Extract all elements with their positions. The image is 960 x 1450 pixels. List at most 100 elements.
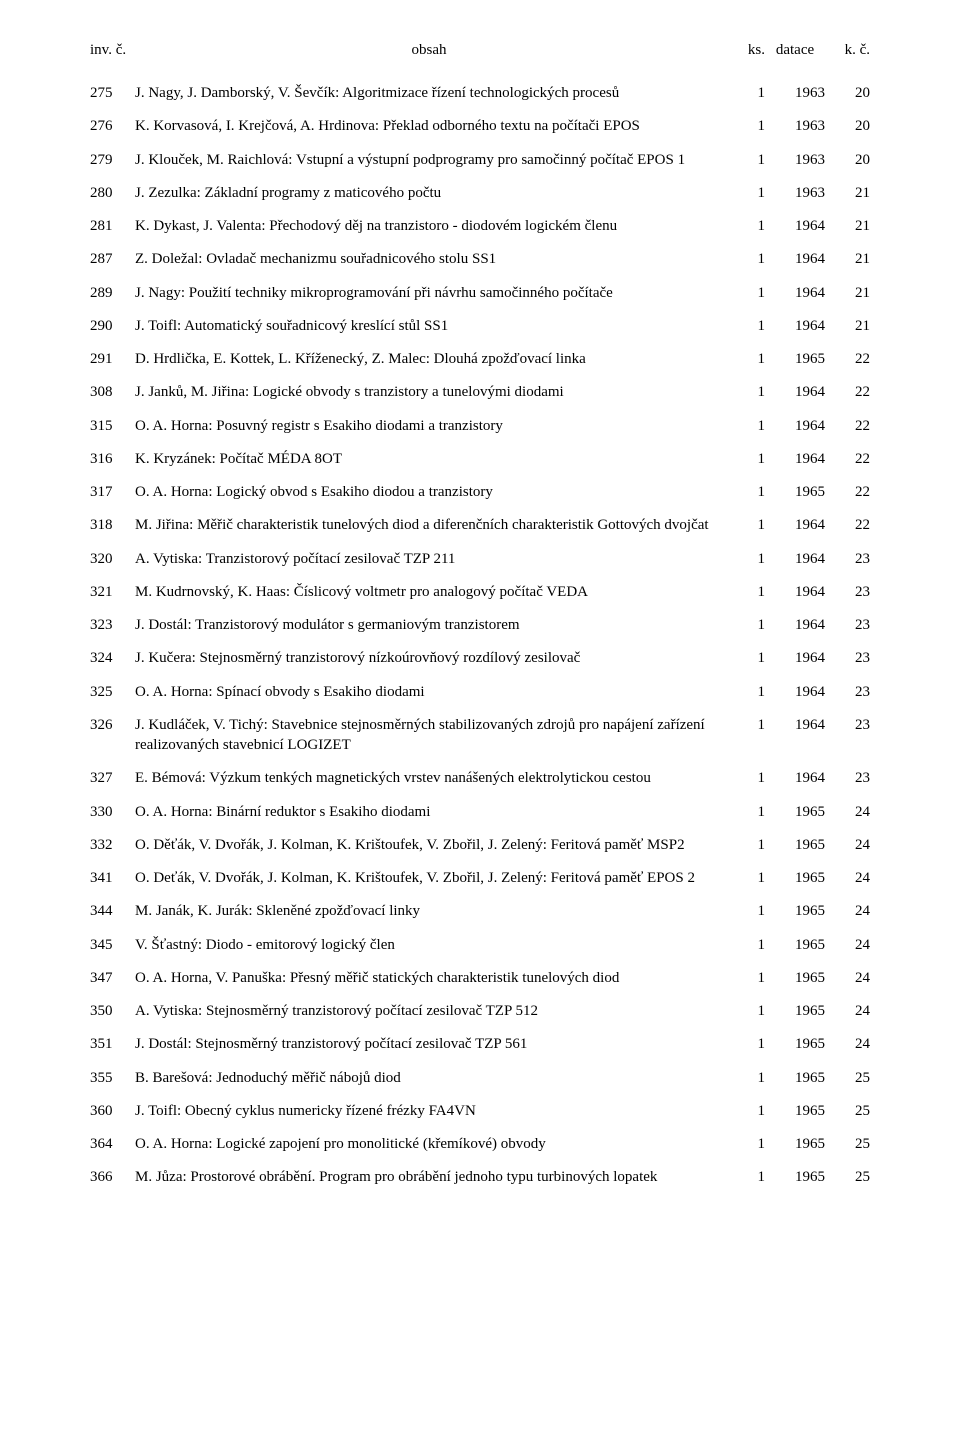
cell-inv: 323 (90, 615, 135, 635)
cell-datace: 1964 (765, 449, 825, 469)
cell-ks: 1 (723, 382, 765, 402)
cell-obsah: J. Toifl: Automatický souřadnicový kresl… (135, 316, 723, 336)
header-ks: ks. (723, 42, 765, 59)
cell-inv: 317 (90, 482, 135, 502)
cell-datace: 1963 (765, 183, 825, 203)
cell-kc: 21 (825, 249, 870, 269)
cell-obsah: E. Bémová: Výzkum tenkých magnetických v… (135, 768, 723, 788)
cell-obsah: A. Vytiska: Stejnosměrný tranzistorový p… (135, 1001, 723, 1021)
cell-inv: 325 (90, 682, 135, 702)
cell-inv: 360 (90, 1101, 135, 1121)
cell-ks: 1 (723, 968, 765, 988)
table-row: 316K. Kryzánek: Počítač MÉDA 8OT1196422 (90, 449, 870, 469)
cell-obsah: K. Dykast, J. Valenta: Přechodový děj na… (135, 216, 723, 236)
cell-ks: 1 (723, 316, 765, 336)
table-row: 321M. Kudrnovský, K. Haas: Číslicový vol… (90, 582, 870, 602)
cell-inv: 291 (90, 349, 135, 369)
cell-datace: 1964 (765, 316, 825, 336)
table-row: 341O. Deťák, V. Dvořák, J. Kolman, K. Kr… (90, 868, 870, 888)
cell-kc: 23 (825, 715, 870, 735)
table-row: 347O. A. Horna, V. Panuška: Přesný měřič… (90, 968, 870, 988)
cell-kc: 23 (825, 549, 870, 569)
cell-inv: 332 (90, 835, 135, 855)
cell-datace: 1964 (765, 682, 825, 702)
cell-inv: 351 (90, 1034, 135, 1054)
cell-kc: 24 (825, 802, 870, 822)
table-row: 280J. Zezulka: Základní programy z matic… (90, 183, 870, 203)
cell-obsah: O. A. Horna: Logické zapojení pro monoli… (135, 1134, 723, 1154)
cell-ks: 1 (723, 216, 765, 236)
table-row: 326J. Kudláček, V. Tichý: Stavebnice ste… (90, 715, 870, 756)
cell-kc: 25 (825, 1068, 870, 1088)
cell-datace: 1965 (765, 802, 825, 822)
cell-kc: 21 (825, 216, 870, 236)
cell-ks: 1 (723, 802, 765, 822)
cell-obsah: V. Šťastný: Diodo - emitorový logický čl… (135, 935, 723, 955)
cell-kc: 24 (825, 868, 870, 888)
cell-datace: 1964 (765, 549, 825, 569)
cell-datace: 1964 (765, 582, 825, 602)
header-datace: datace (765, 42, 825, 59)
cell-inv: 290 (90, 316, 135, 336)
cell-inv: 344 (90, 901, 135, 921)
cell-inv: 355 (90, 1068, 135, 1088)
cell-obsah: O. A. Horna: Logický obvod s Esakiho dio… (135, 482, 723, 502)
cell-inv: 364 (90, 1134, 135, 1154)
table-row: 366M. Jůza: Prostorové obrábění. Program… (90, 1167, 870, 1187)
table-row: 323J. Dostál: Tranzistorový modulátor s … (90, 615, 870, 635)
cell-kc: 22 (825, 382, 870, 402)
cell-ks: 1 (723, 1134, 765, 1154)
cell-obsah: J. Dostál: Stejnosměrný tranzistorový po… (135, 1034, 723, 1054)
cell-inv: 279 (90, 150, 135, 170)
cell-kc: 21 (825, 316, 870, 336)
cell-datace: 1964 (765, 216, 825, 236)
cell-kc: 25 (825, 1134, 870, 1154)
cell-inv: 321 (90, 582, 135, 602)
cell-obsah: J. Toifl: Obecný cyklus numericky řízené… (135, 1101, 723, 1121)
cell-kc: 20 (825, 150, 870, 170)
cell-obsah: A. Vytiska: Tranzistorový počítací zesil… (135, 549, 723, 569)
cell-obsah: M. Kudrnovský, K. Haas: Číslicový voltme… (135, 582, 723, 602)
cell-ks: 1 (723, 582, 765, 602)
cell-kc: 22 (825, 515, 870, 535)
cell-datace: 1964 (765, 615, 825, 635)
table-header: inv. č. obsah ks. datace k. č. (90, 42, 870, 59)
cell-kc: 24 (825, 1034, 870, 1054)
cell-ks: 1 (723, 935, 765, 955)
cell-obsah: D. Hrdlička, E. Kottek, L. Kříženecký, Z… (135, 349, 723, 369)
cell-inv: 275 (90, 83, 135, 103)
cell-datace: 1964 (765, 515, 825, 535)
cell-inv: 281 (90, 216, 135, 236)
table-row: 327E. Bémová: Výzkum tenkých magnetickýc… (90, 768, 870, 788)
table-row: 355B. Barešová: Jednoduchý měřič nábojů … (90, 1068, 870, 1088)
table-row: 276K. Korvasová, I. Krejčová, A. Hrdinov… (90, 116, 870, 136)
cell-datace: 1965 (765, 1167, 825, 1187)
cell-datace: 1965 (765, 901, 825, 921)
cell-datace: 1963 (765, 150, 825, 170)
cell-kc: 21 (825, 183, 870, 203)
table-row: 281K. Dykast, J. Valenta: Přechodový děj… (90, 216, 870, 236)
cell-datace: 1965 (765, 1001, 825, 1021)
cell-datace: 1963 (765, 116, 825, 136)
table-row: 290J. Toifl: Automatický souřadnicový kr… (90, 316, 870, 336)
table-row: 344M. Janák, K. Jurák: Skleněné zpožďova… (90, 901, 870, 921)
cell-datace: 1965 (765, 1034, 825, 1054)
cell-kc: 23 (825, 768, 870, 788)
cell-obsah: O. Deťák, V. Dvořák, J. Kolman, K. Krišt… (135, 868, 723, 888)
cell-obsah: O. A. Horna: Binární reduktor s Esakiho … (135, 802, 723, 822)
cell-ks: 1 (723, 549, 765, 569)
cell-kc: 24 (825, 1001, 870, 1021)
cell-datace: 1965 (765, 1068, 825, 1088)
cell-ks: 1 (723, 768, 765, 788)
table-row: 320A. Vytiska: Tranzistorový počítací ze… (90, 549, 870, 569)
cell-inv: 289 (90, 283, 135, 303)
cell-obsah: J. Klouček, M. Raichlová: Vstupní a výst… (135, 150, 723, 170)
cell-ks: 1 (723, 901, 765, 921)
cell-datace: 1964 (765, 249, 825, 269)
cell-kc: 22 (825, 449, 870, 469)
cell-inv: 318 (90, 515, 135, 535)
cell-kc: 24 (825, 901, 870, 921)
cell-datace: 1964 (765, 648, 825, 668)
cell-obsah: J. Janků, M. Jiřina: Logické obvody s tr… (135, 382, 723, 402)
cell-obsah: O. A. Horna, V. Panuška: Přesný měřič st… (135, 968, 723, 988)
